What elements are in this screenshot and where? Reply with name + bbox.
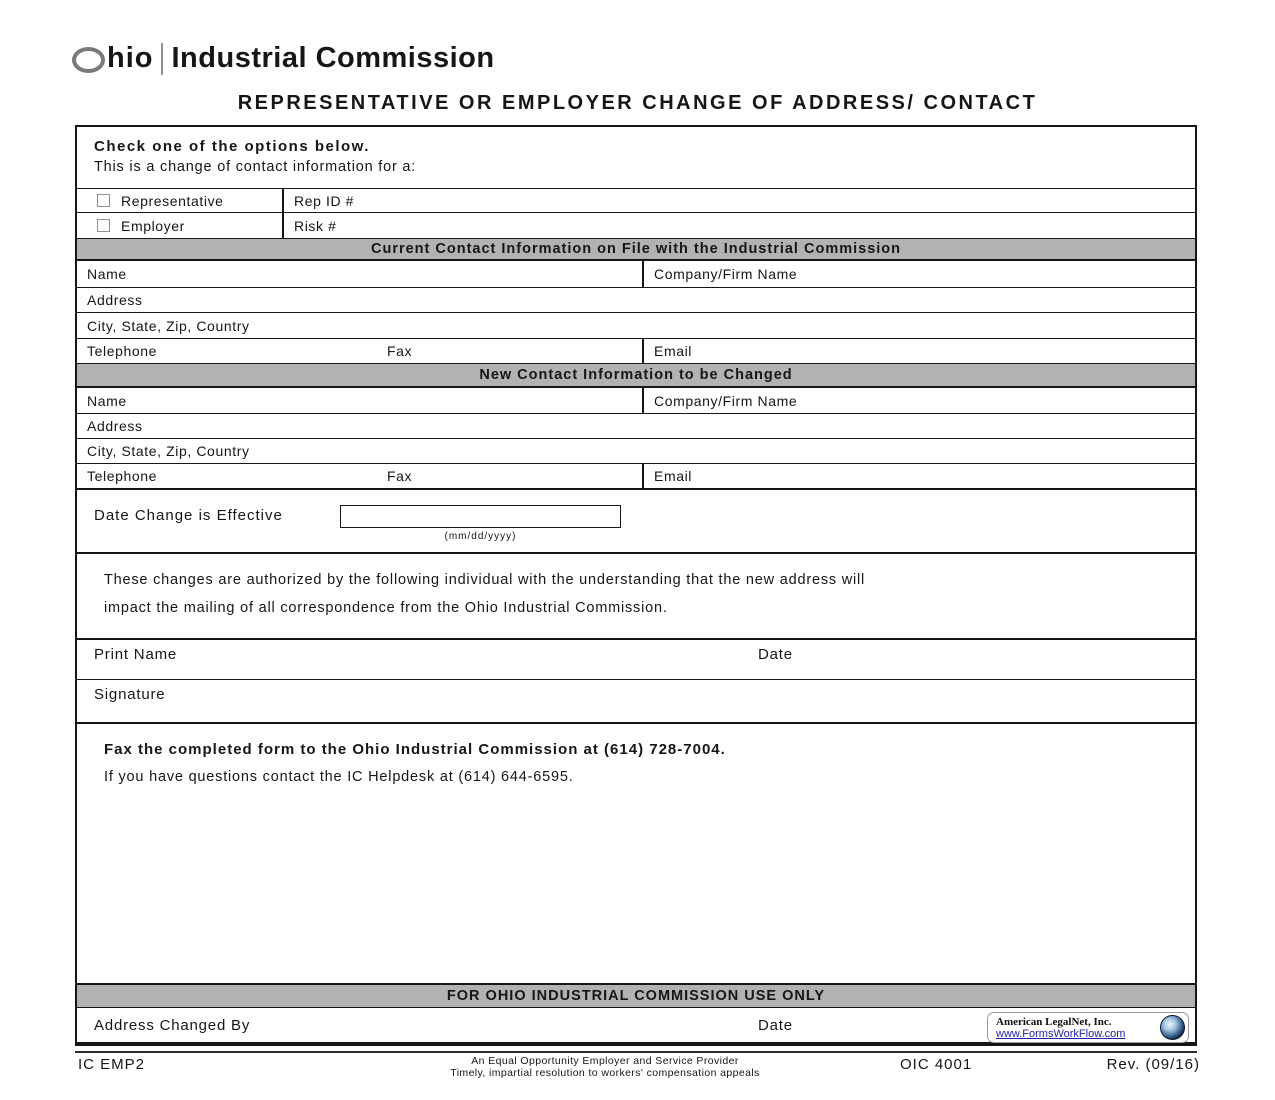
footer-form-id: IC EMP2 — [78, 1056, 146, 1073]
fax-instruction-text: Fax the completed form to the Ohio Indus… — [104, 741, 726, 758]
rep-id-label: Rep ID # — [294, 192, 355, 209]
office-use-row: Address Changed By Date American LegalNe… — [77, 1008, 1195, 1043]
cell-divider — [642, 261, 644, 287]
footer-revision: Rev. (09/16) — [1106, 1056, 1200, 1073]
signature-row[interactable]: Signature — [77, 679, 1195, 722]
office-use-header: FOR OHIO INDUSTRIAL COMMISSION USE ONLY — [77, 983, 1195, 1008]
new-address-row: Address — [77, 413, 1195, 438]
new-address-field[interactable]: Address — [77, 414, 1195, 438]
employer-row: Employer Risk # — [77, 212, 1195, 238]
current-city-row: City, State, Zip, Country — [77, 312, 1195, 338]
ohio-logo: hio Industrial Commission — [72, 42, 495, 75]
print-name-row: Print Name Date — [77, 638, 1195, 679]
current-city-label: City, State, Zip, Country — [87, 317, 250, 334]
print-name-label: Print Name — [94, 646, 178, 663]
current-telephone-label: Telephone — [87, 343, 158, 359]
new-telephone-field[interactable]: Telephone Fax — [77, 464, 642, 488]
new-email-label: Email — [654, 468, 693, 484]
globe-icon — [1160, 1015, 1185, 1040]
cell-divider — [282, 213, 284, 238]
options-subheading: This is a change of contact information … — [94, 159, 417, 175]
new-name-row: Name Company/Firm Name — [77, 387, 1195, 413]
current-name-field[interactable]: Name — [77, 261, 642, 287]
office-date-label: Date — [758, 1017, 793, 1034]
representative-row: Representative Rep ID # — [77, 188, 1195, 212]
new-city-row: City, State, Zip, Country — [77, 438, 1195, 463]
new-city-label: City, State, Zip, Country — [87, 443, 250, 459]
authorization-text-line2: impact the mailing of all correspondence… — [104, 600, 668, 616]
current-email-field[interactable]: Email — [644, 339, 1195, 363]
signature-label: Signature — [94, 686, 166, 703]
authorization-text-line1: These changes are authorized by the foll… — [104, 572, 866, 588]
current-telephone-field[interactable]: Telephone Fax — [77, 339, 642, 363]
date-effective-section: Date Change is Effective (mm/dd/yyyy) — [77, 488, 1195, 552]
rep-id-field[interactable]: Rep ID # — [284, 189, 1195, 212]
current-address-row: Address — [77, 287, 1195, 312]
current-address-label: Address — [87, 292, 143, 308]
new-name-label: Name — [87, 392, 127, 409]
current-name-label: Name — [87, 266, 127, 282]
new-email-field[interactable]: Email — [644, 464, 1195, 488]
employer-option-cell: Employer — [77, 213, 282, 238]
new-telephone-row: Telephone Fax Email — [77, 463, 1195, 488]
form-box: Check one of the options below. This is … — [75, 125, 1197, 1046]
page-title: REPRESENTATIVE OR EMPLOYER CHANGE OF ADD… — [237, 92, 1038, 114]
cell-divider — [282, 189, 284, 212]
logo-divider — [160, 42, 163, 75]
current-fax-label: Fax — [387, 343, 413, 359]
current-telephone-row: Telephone Fax Email — [77, 338, 1195, 363]
representative-label: Representative — [121, 192, 224, 209]
new-fax-label: Fax — [387, 468, 413, 484]
representative-checkbox[interactable] — [97, 194, 110, 207]
footer-divider — [75, 1051, 1197, 1053]
risk-number-label: Risk # — [294, 217, 337, 234]
current-address-field[interactable]: Address — [77, 288, 1195, 312]
footer-form-code: OIC 4001 — [900, 1056, 973, 1073]
options-heading-block: Check one of the options below. This is … — [77, 127, 1195, 188]
address-changed-by-label: Address Changed By — [94, 1017, 251, 1034]
new-name-field[interactable]: Name — [77, 388, 642, 413]
date-effective-label: Date Change is Effective — [94, 507, 283, 524]
date-format-hint: (mm/dd/yyyy) — [444, 531, 517, 542]
cell-divider — [642, 464, 644, 488]
date-effective-input[interactable] — [340, 505, 621, 528]
logo-ohio-text: hio — [107, 42, 154, 74]
vendor-company-name: American LegalNet, Inc. — [996, 1015, 1112, 1028]
vendor-url-link[interactable]: www.FormsWorkFlow.com — [996, 1027, 1126, 1040]
current-email-label: Email — [654, 343, 693, 359]
footer-center-text: An Equal Opportunity Employer and Servic… — [305, 1055, 905, 1079]
instructions-section: Fax the completed form to the Ohio Indus… — [77, 722, 1195, 983]
authorization-section: These changes are authorized by the foll… — [77, 552, 1195, 638]
footer-center-line2: Timely, impartial resolution to workers'… — [450, 1067, 760, 1079]
signature-date-label: Date — [758, 646, 793, 663]
employer-label: Employer — [121, 217, 185, 234]
logo-division-text: Industrial Commission — [171, 42, 495, 74]
vendor-badge-text: American LegalNet, Inc. www.FormsWorkFlo… — [996, 1016, 1158, 1040]
options-heading: Check one of the options below. — [94, 138, 370, 155]
ohio-o-icon — [72, 46, 105, 73]
current-name-row: Name Company/Firm Name — [77, 260, 1195, 287]
representative-option-cell: Representative — [77, 189, 282, 212]
new-company-label: Company/Firm Name — [654, 392, 798, 409]
employer-checkbox[interactable] — [97, 219, 110, 232]
new-section-header: New Contact Information to be Changed — [77, 363, 1195, 387]
new-telephone-label: Telephone — [87, 468, 158, 484]
risk-number-field[interactable]: Risk # — [284, 213, 1195, 238]
current-company-field[interactable]: Company/Firm Name — [644, 261, 1195, 287]
helpdesk-instruction-text: If you have questions contact the IC Hel… — [104, 769, 574, 785]
footer-center-line1: An Equal Opportunity Employer and Servic… — [471, 1055, 739, 1067]
new-company-field[interactable]: Company/Firm Name — [644, 388, 1195, 413]
cell-divider — [642, 388, 644, 413]
new-city-field[interactable]: City, State, Zip, Country — [77, 439, 1195, 463]
cell-divider — [642, 339, 644, 363]
current-company-label: Company/Firm Name — [654, 266, 798, 282]
current-city-field[interactable]: City, State, Zip, Country — [77, 313, 1195, 338]
current-section-header: Current Contact Information on File with… — [77, 238, 1195, 260]
vendor-badge: American LegalNet, Inc. www.FormsWorkFlo… — [987, 1012, 1189, 1043]
new-address-label: Address — [87, 418, 143, 434]
